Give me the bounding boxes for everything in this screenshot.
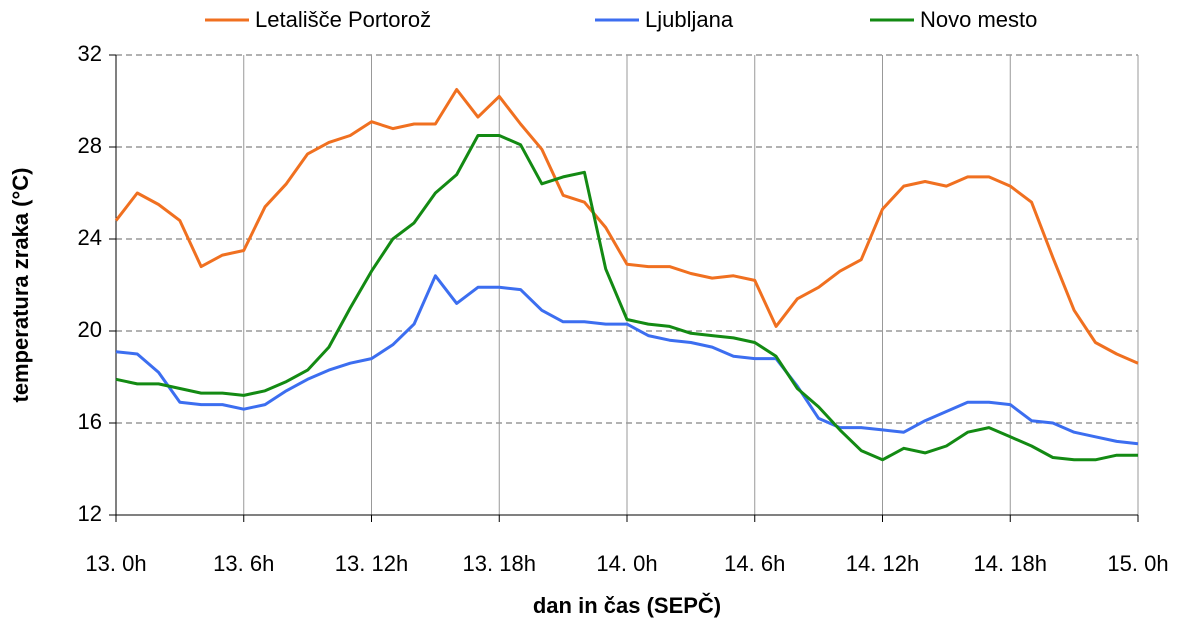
y-tick-label: 20 <box>78 317 102 342</box>
x-tick-label: 13. 12h <box>335 551 408 576</box>
x-tick-label: 15. 0h <box>1107 551 1168 576</box>
x-tick-label: 13. 18h <box>463 551 536 576</box>
x-tick-label: 13. 6h <box>213 551 274 576</box>
y-tick-label: 12 <box>78 501 102 526</box>
y-tick-label: 32 <box>78 41 102 66</box>
x-tick-label: 14. 18h <box>974 551 1047 576</box>
data-line <box>114 88 1139 365</box>
legend-label: Letališče Portorož <box>255 7 431 32</box>
x-tick-label: 14. 0h <box>596 551 657 576</box>
legend-label: Novo mesto <box>920 7 1037 32</box>
legend-label: Ljubljana <box>645 7 734 32</box>
x-tick-label: 14. 6h <box>724 551 785 576</box>
data-line <box>115 274 1139 446</box>
x-axis-label: dan in čas (SEPČ) <box>533 593 721 618</box>
y-tick-label: 28 <box>78 133 102 158</box>
y-tick-label: 16 <box>78 409 102 434</box>
y-tick-label: 24 <box>78 225 102 250</box>
x-tick-label: 14. 12h <box>846 551 919 576</box>
data-line <box>115 134 1138 462</box>
y-axis-label: temperatura zraka (°C) <box>8 168 33 403</box>
x-tick-label: 13. 0h <box>85 551 146 576</box>
